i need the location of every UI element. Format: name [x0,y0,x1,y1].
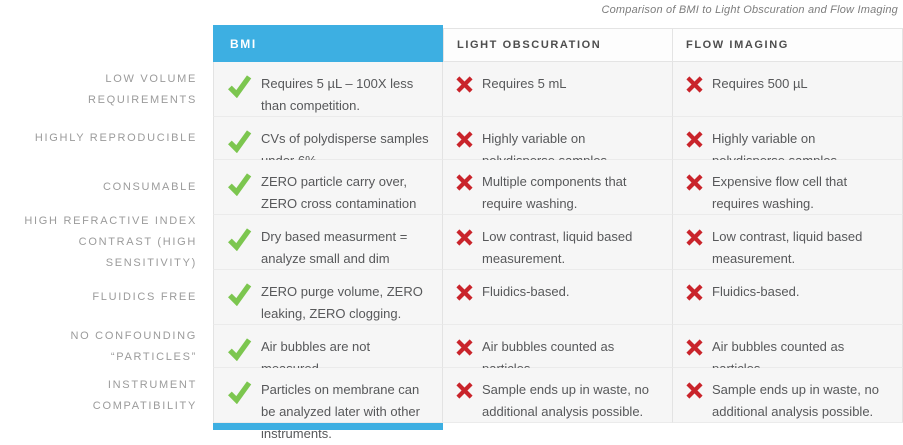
check-icon [228,130,252,153]
column-header-bmi: BMI [213,25,443,62]
header-spacer [0,25,213,62]
cell-text: ZERO purge volume, ZERO leaking, ZERO cl… [261,284,423,322]
row-label-instrument-compatibility: INSTRUMENT COMPATIBILITY [92,378,197,412]
table-caption: Comparison of BMI to Light Obscuration a… [601,4,898,16]
footer-spacer [443,423,673,430]
table-cell: Requires 5 mL [443,62,673,117]
column-header-label: BMI [230,36,257,51]
cross-icon [686,174,703,191]
footer-spacer [0,423,213,430]
cross-icon [456,382,473,399]
row-label-fluidics-free: FLUIDICS FREE [92,291,197,304]
table-cell: Requires 500 µL [673,62,903,117]
cell-text: Low contrast, liquid based measurement. [482,229,633,267]
column-header-flow-imaging: FLOW IMAGING [673,28,903,62]
cell-text: Multiple components that require washing… [482,174,627,212]
cell-text: Particles on membrane can be analyzed la… [261,382,420,442]
cross-icon [686,339,703,356]
table-cell: Highly variable on polydisperse samples. [443,117,673,168]
table-cell: Expensive flow cell that requires washin… [673,160,903,215]
cell-text: Requires 5 µL – 100X less than competiti… [261,76,414,114]
cell-text: Sample ends up in waste, no additional a… [712,382,879,420]
column-header-label: LIGHT OBSCURATION [457,39,602,51]
row-label-no-confounding-particles: NO CONFOUNDING “PARTICLES” [70,329,197,363]
table-cell: Sample ends up in waste, no additional a… [673,368,903,423]
cross-icon [686,131,703,148]
cross-icon [456,131,473,148]
row-label-consumable: CONSUMABLE [102,181,197,194]
cross-icon [456,76,473,93]
column-header-label: FLOW IMAGING [686,39,789,51]
cross-icon [456,284,473,301]
table-cell: Dry based measurment = analyze small and… [213,215,443,288]
column-header-light-obscuration: LIGHT OBSCURATION [443,28,673,62]
check-icon [228,338,252,361]
table-cell: Sample ends up in waste, no additional a… [443,368,673,423]
table-cell: Air bubbles counted as particles. [443,325,673,376]
row-label-low-volume-requirements: LOW VOLUME REQUIREMENTS [87,72,197,106]
comparison-page: Comparison of BMI to Light Obscuration a… [0,4,903,442]
cell-text: Requires 500 µL [712,76,808,91]
table-cell: Particles on membrane can be analyzed la… [213,368,443,441]
cross-icon [456,174,473,191]
table-cell: Low contrast, liquid based measurement. [443,215,673,270]
check-icon [228,75,252,98]
table-cell: Air bubbles are not measured.. [213,325,443,376]
table-cell: Fluidics-based. [673,270,903,325]
cross-icon [456,339,473,356]
cell-text: Low contrast, liquid based measurement. [712,229,863,267]
table-cell: CVs of polydisperse samples under 6%. [213,117,443,168]
cell-text: Fluidics-based. [712,284,800,299]
check-icon [228,381,252,404]
table-cell: Multiple components that require washing… [443,160,673,215]
cell-text: Fluidics-based. [482,284,570,299]
cross-icon [686,229,703,246]
table-cell: Fluidics-based. [443,270,673,325]
table-cell: Requires 5 µL – 100X less than competiti… [213,62,443,117]
cross-icon [686,284,703,301]
table-cell: Low contrast, liquid based measurement. [673,215,903,270]
cross-icon [686,76,703,93]
check-icon [228,283,252,306]
check-icon [228,228,252,251]
table-cell: Air bubbles counted as particles. [673,325,903,376]
cell-text: Requires 5 mL [482,76,567,91]
cross-icon [686,382,703,399]
comparison-table: BMI LIGHT OBSCURATION FLOW IMAGING LOW V… [0,25,903,441]
footer-spacer [673,423,903,430]
check-icon [228,173,252,196]
bmi-column-accent-bar [213,423,443,430]
cell-text: Sample ends up in waste, no additional a… [482,382,649,420]
row-label-highly-reproducible: HIGHLY REPRODUCIBLE [34,132,197,145]
cell-text: Expensive flow cell that requires washin… [712,174,848,212]
table-cell: ZERO purge volume, ZERO leaking, ZERO cl… [213,270,443,325]
table-cell: ZERO particle carry over, ZERO cross con… [213,160,443,233]
row-label-high-refractive-index-contrast: HIGH REFRACTIVE INDEX CONTRAST (HIGH SEN… [24,215,197,269]
cross-icon [456,229,473,246]
table-cell: Highly variable on polydisperse samples. [673,117,903,168]
